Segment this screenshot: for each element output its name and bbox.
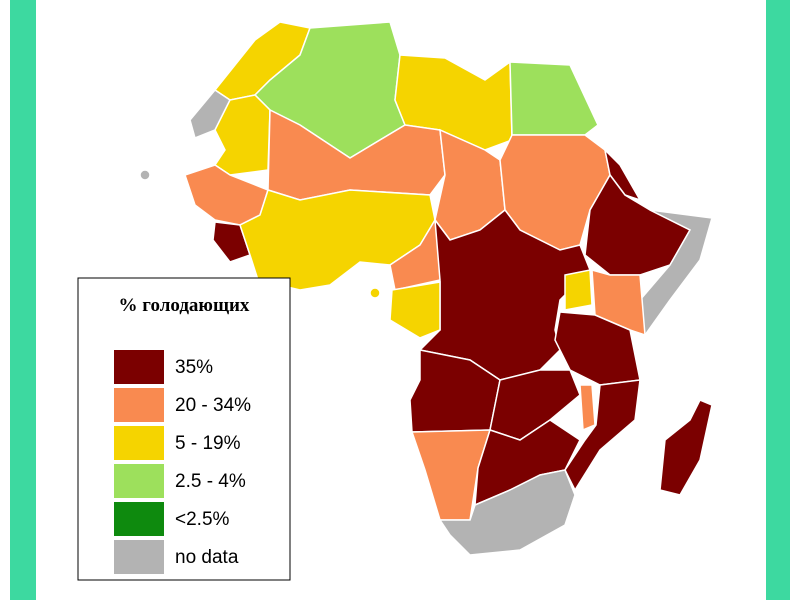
legend-swatch	[114, 388, 164, 422]
legend-label: 35%	[175, 357, 213, 378]
right-stripe	[766, 0, 790, 600]
sao-tome	[369, 287, 381, 299]
legend-swatch	[114, 540, 164, 574]
legend-swatch	[114, 464, 164, 498]
eritrea	[603, 147, 642, 202]
west-africa	[239, 189, 436, 291]
sierra-leone	[212, 221, 251, 263]
south-africa	[438, 469, 576, 556]
libya	[394, 54, 513, 151]
left-stripe	[10, 0, 36, 600]
legend: % голодающих 35% 20 - 34% 5 - 19% 2.5 - 4% <…	[77, 277, 291, 581]
central-africa	[418, 208, 591, 381]
legend-swatch	[114, 350, 164, 384]
mozambique	[564, 379, 641, 492]
legend-label: no data	[175, 547, 239, 568]
legend-label: 5 - 19%	[175, 433, 241, 454]
malawi	[579, 384, 596, 432]
legend-swatch	[114, 502, 164, 536]
western-sahara	[189, 89, 231, 140]
gabon	[389, 281, 441, 339]
legend-label: <2.5%	[175, 509, 230, 530]
legend-title: % голодающих	[119, 295, 250, 316]
africa-map	[139, 21, 713, 556]
egypt	[509, 61, 599, 136]
legend-swatch	[114, 426, 164, 460]
uganda	[564, 269, 593, 311]
legend-label: 20 - 34%	[175, 395, 251, 416]
legend-label: 2.5 - 4%	[175, 471, 246, 492]
legend-box	[77, 277, 291, 581]
madagascar	[659, 399, 713, 496]
cape-verde	[139, 169, 151, 181]
